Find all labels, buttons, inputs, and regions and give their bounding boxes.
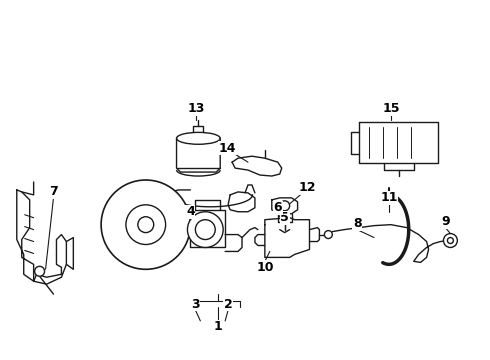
Circle shape [188,212,223,247]
Text: 13: 13 [188,102,205,115]
Text: 9: 9 [441,215,450,228]
Circle shape [280,201,290,211]
Text: 3: 3 [191,297,200,311]
Text: 7: 7 [49,185,58,198]
Text: 11: 11 [380,192,397,204]
Text: 10: 10 [256,261,273,274]
Circle shape [126,205,166,244]
Text: 12: 12 [299,181,316,194]
Circle shape [443,234,457,247]
Text: 8: 8 [353,217,362,230]
Text: 15: 15 [382,102,400,115]
Circle shape [101,180,191,269]
Text: 4: 4 [186,205,195,218]
Text: 1: 1 [214,320,222,333]
Text: 5: 5 [280,211,289,224]
Text: 6: 6 [273,201,282,214]
Text: 2: 2 [224,297,233,311]
Circle shape [138,217,154,233]
Circle shape [324,231,332,239]
Circle shape [447,238,453,243]
Circle shape [35,266,45,276]
Circle shape [196,220,215,239]
Text: 14: 14 [219,142,236,155]
